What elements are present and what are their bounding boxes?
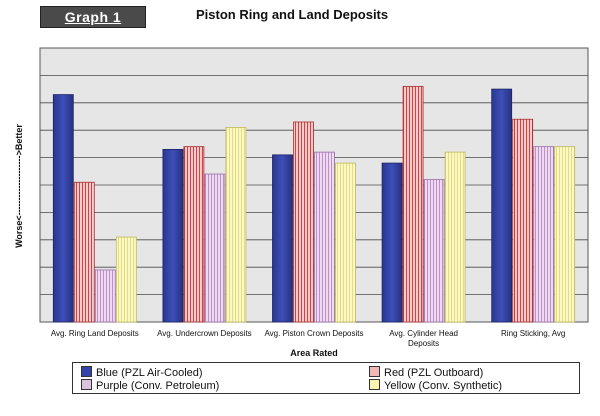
bar-blue-3 [272,154,293,323]
bar-chart: Avg. Ring Land Deposits Avg. Undercrown D… [14,47,589,358]
bar-blue-4 [381,162,403,323]
bar-red-1 [73,181,95,323]
legend-label: Purple (Conv. Petroleum) [96,380,220,392]
bar-yellow-3 [335,162,356,323]
bar-purple-1 [94,269,116,323]
legend-swatch [81,379,92,390]
legend-item-yellow: Yellow (Conv. Synthetic) [369,379,502,392]
bar-purple-3 [314,151,335,323]
bar-red-2 [183,146,205,323]
category-label: Avg. Piston Crown Deposits [264,329,363,338]
bar-blue-5 [491,88,513,323]
bar-yellow-1 [115,236,137,323]
legend-label: Yellow (Conv. Synthetic) [384,380,502,392]
bar-yellow-4 [444,151,466,323]
bar-purple-2 [204,173,226,323]
category-labels: Avg. Ring Land Deposits Avg. Undercrown D… [51,329,566,348]
category-label: Avg. Ring Land Deposits [51,329,139,338]
bar-purple-5 [533,146,555,323]
bar-yellow-2 [225,127,247,323]
legend-item-red: Red (PZL Outboard) [369,366,483,379]
legend-swatch [81,366,92,377]
bar-purple-4 [423,179,445,323]
category-label: Avg. Undercrown Deposits [157,329,252,338]
x-axis-label: Area Rated [290,348,338,358]
category-label: Avg. Cylinder Head Deposits [389,329,458,348]
category-label: Ring Sticking, Avg [501,329,565,338]
bars [52,85,576,323]
bar-yellow-5 [554,146,576,323]
legend-item-purple: Purple (Conv. Petroleum) [81,379,219,392]
y-axis-label: Worse<-------------------->Better [14,124,24,248]
legend: Blue (PZL Air-Cooled) Red (PZL Outboard) P… [72,362,580,394]
legend-item-blue: Blue (PZL Air-Cooled) [81,366,203,379]
legend-label: Red (PZL Outboard) [384,367,484,379]
bar-blue-2 [162,148,184,323]
bar-blue-1 [52,94,74,323]
graph-number-badge: Graph 1 [40,6,146,28]
chart-title: Piston Ring and Land Deposits [196,7,389,22]
legend-label: Blue (PZL Air-Cooled) [96,367,203,379]
bar-red-3 [293,121,314,323]
legend-swatch [369,379,380,390]
bar-red-5 [512,118,534,323]
bar-red-4 [402,85,424,323]
legend-swatch [369,366,380,377]
